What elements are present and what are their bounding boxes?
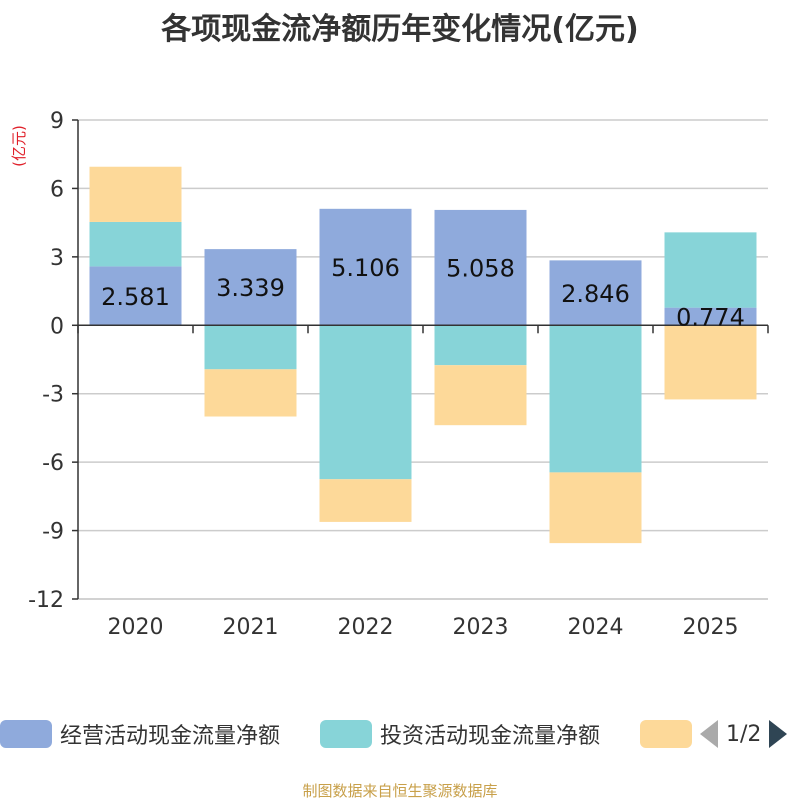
- bar-2020-series-2: [89, 166, 182, 222]
- legend-item-investing[interactable]: 投资活动现金流量净额: [320, 716, 600, 752]
- y-tick-label: -12: [28, 588, 64, 613]
- legend-label-operating: 经营活动现金流量净额: [60, 724, 281, 749]
- legend-label-investing: 投资活动现金流量净额: [380, 724, 601, 749]
- legend-pager: 1/2: [700, 716, 788, 752]
- x-tick-label-2025: 2025: [683, 615, 739, 640]
- x-tick-label-2023: 2023: [453, 615, 509, 640]
- y-tick-label: 9: [50, 109, 64, 134]
- data-source-note: 制图数据来自恒生聚源数据库: [302, 782, 498, 800]
- legend-swatch-financing: [640, 720, 692, 748]
- bars: [89, 166, 757, 544]
- stacked-bar-chart: 9 6 3 0 -3 -6 -9 -12 2020 2021 2022 2023 2024 2025 2.…: [10, 109, 769, 640]
- data-label-2020: 2.581: [101, 283, 170, 311]
- data-label-2021: 3.339: [216, 274, 285, 302]
- bar-2022-series-0: [319, 208, 412, 326]
- bar-2022-series-1: [319, 325, 412, 480]
- bar-2022-series-2: [319, 479, 412, 522]
- y-tick-label: 3: [50, 246, 64, 271]
- legend-page-indicator: 1/2: [726, 721, 762, 747]
- data-label-2024: 2.846: [561, 280, 630, 308]
- bar-2020-series-1: [89, 221, 182, 267]
- bar-2023-series-1: [434, 325, 527, 366]
- data-label-2023: 5.058: [446, 255, 515, 283]
- legend-item-operating[interactable]: 经营活动现金流量净额: [0, 716, 280, 752]
- grid-lines: [78, 119, 768, 600]
- bar-2020-series-0: [89, 266, 182, 326]
- bar-2024-series-1: [549, 325, 642, 473]
- data-labels: 2.581 3.339 5.106 5.058 2.846 0.774: [101, 254, 745, 331]
- bar-2023-series-2: [434, 365, 527, 426]
- data-label-2022: 5.106: [331, 254, 400, 282]
- chevron-left-icon[interactable]: [700, 720, 718, 748]
- bar-2024-series-2: [549, 472, 642, 544]
- bar-2025-series-1: [664, 232, 757, 308]
- y-tick-label: -3: [42, 383, 64, 408]
- data-label-2025: 0.774: [676, 303, 745, 331]
- bar-2021-series-0: [204, 249, 297, 326]
- x-tick-label-2021: 2021: [223, 615, 279, 640]
- bar-2025-series-2: [664, 325, 757, 400]
- y-tick-label: -9: [42, 520, 64, 545]
- x-tick-label-2022: 2022: [338, 615, 394, 640]
- chevron-right-icon[interactable]: [769, 720, 788, 748]
- legend-item-financing[interactable]: [640, 716, 692, 752]
- y-axis-label: (亿元): [10, 125, 28, 167]
- y-tick-label: 0: [50, 314, 64, 339]
- bar-2023-series-0: [434, 209, 527, 326]
- bar-2021-series-1: [204, 325, 297, 370]
- y-tick-label: 6: [50, 177, 64, 202]
- legend-swatch-investing: [320, 720, 372, 748]
- legend-swatch-operating: [0, 720, 52, 748]
- axes: 9 6 3 0 -3 -6 -9 -12 2020 2021 2022 2023 2024 2025: [28, 109, 769, 640]
- chart-title: 各项现金流净额历年变化情况(亿元): [161, 12, 639, 47]
- y-tick-label: -6: [42, 451, 64, 476]
- x-tick-label-2024: 2024: [568, 615, 624, 640]
- bar-2025-series-0: [664, 307, 757, 326]
- x-tick-label-2020: 2020: [108, 615, 164, 640]
- bar-2021-series-2: [204, 369, 297, 417]
- bar-2024-series-0: [549, 260, 642, 326]
